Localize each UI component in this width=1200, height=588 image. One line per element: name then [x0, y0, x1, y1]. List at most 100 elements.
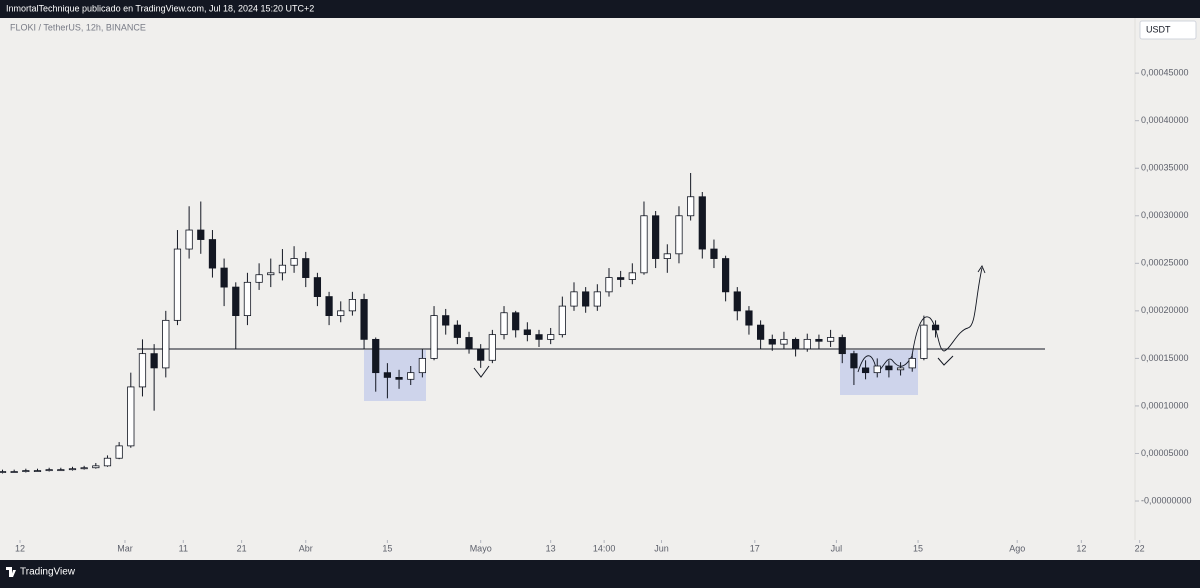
candle-body — [255, 274, 263, 283]
candle-body — [290, 258, 298, 266]
y-tick-label: -0,00000000 — [1141, 495, 1192, 505]
candle-body — [768, 338, 776, 345]
candle-body — [33, 470, 42, 472]
candle-body — [687, 196, 695, 217]
candle-body — [803, 338, 811, 350]
candle-body — [337, 310, 345, 317]
candle-body — [850, 353, 858, 369]
candle-body — [861, 367, 870, 374]
candle-body — [733, 291, 741, 312]
x-tick-label: Ago — [1009, 543, 1025, 553]
chart-panel — [0, 18, 1200, 560]
projection-arrow — [977, 265, 986, 274]
candle-body — [313, 277, 322, 297]
x-tick-label: Jun — [654, 543, 669, 553]
candle-body — [162, 319, 170, 369]
candle-body — [547, 334, 555, 340]
candle-body — [92, 465, 100, 469]
candle-body — [465, 337, 473, 350]
candle-body — [115, 445, 123, 459]
y-tick-label: 0,00010000 — [1141, 400, 1189, 410]
candle-body — [418, 357, 426, 374]
candle-body — [920, 324, 928, 359]
chart-title: FLOKI / TetherUS, 12h, BINANCE — [10, 22, 146, 32]
x-tick-label: Jul — [831, 543, 843, 553]
x-tick-label: 14:00 — [593, 543, 616, 553]
candle-body — [873, 365, 881, 374]
candle-body — [523, 329, 531, 336]
candle-body — [348, 299, 357, 312]
x-tick-label: 12 — [1076, 543, 1086, 553]
candle-body — [267, 272, 275, 276]
candle-body — [500, 312, 508, 336]
candle-body — [815, 338, 823, 342]
x-tick-label: Mayo — [470, 543, 492, 553]
candle-body — [640, 215, 648, 274]
candle-body — [325, 296, 333, 317]
y-tick-label: 0,00030000 — [1141, 210, 1189, 220]
y-tick-label: 0,00005000 — [1141, 448, 1189, 458]
currency-label: USDT — [1146, 24, 1171, 34]
candle-body — [150, 353, 158, 369]
candle-body — [208, 239, 217, 269]
candle-body — [278, 264, 287, 274]
candle-body — [103, 457, 112, 467]
candle-body — [931, 324, 940, 331]
candle-body — [302, 258, 310, 278]
candle-body — [593, 291, 601, 307]
candle-body — [407, 372, 415, 380]
candle-body — [780, 338, 788, 345]
candle-body — [745, 310, 753, 326]
candle-body — [675, 215, 683, 255]
candles — [0, 172, 940, 474]
candle-body — [360, 299, 368, 340]
candle-body — [383, 372, 391, 378]
y-tick-label: 0,00040000 — [1141, 115, 1189, 125]
candle-body — [372, 338, 380, 374]
x-tick-label: 11 — [179, 543, 188, 553]
publish-header: InmortalTechnique publicado en TradingVi… — [6, 3, 314, 13]
candle-body — [453, 324, 461, 338]
footer-bar — [0, 560, 1200, 583]
candle-body — [582, 291, 590, 307]
x-tick-label: 15 — [382, 543, 392, 553]
candle-body — [558, 305, 566, 336]
candle-body — [698, 196, 706, 250]
candle-body — [628, 272, 636, 280]
x-tick-label: 12 — [15, 543, 25, 553]
candle-body — [430, 315, 438, 359]
y-tick-label: 0,00045000 — [1141, 68, 1189, 78]
x-tick-label: 15 — [913, 543, 923, 553]
candle-body — [173, 248, 182, 321]
y-tick-label: 0,00020000 — [1141, 305, 1189, 315]
currency-box — [1139, 20, 1197, 40]
candle-body — [826, 337, 835, 342]
x-tick-label: 22 — [1135, 543, 1145, 553]
candle-body — [243, 281, 252, 317]
candle-body — [512, 312, 520, 331]
candle-body — [885, 365, 893, 371]
x-tick-label: 13 — [546, 543, 556, 553]
candle-body — [232, 286, 240, 317]
candle-body — [68, 468, 77, 471]
candle-body — [605, 277, 613, 293]
candle-body — [395, 377, 403, 380]
candle-body — [22, 470, 30, 472]
candle-body — [710, 248, 718, 259]
y-tick-label: 0,00035000 — [1141, 163, 1189, 173]
candle-body — [791, 338, 800, 350]
candle-body — [908, 357, 916, 369]
y-tick-label: 0,00015000 — [1141, 353, 1189, 363]
y-tick-label: 0,00025000 — [1141, 258, 1189, 268]
candle-body — [197, 229, 205, 240]
brand-logo — [6, 567, 16, 577]
candle-body — [442, 315, 450, 326]
check-mark — [937, 355, 954, 366]
candle-body — [10, 471, 18, 473]
candle-body — [138, 353, 147, 388]
check-mark — [473, 365, 490, 378]
candle-body — [185, 229, 193, 250]
candle-body — [45, 469, 53, 472]
